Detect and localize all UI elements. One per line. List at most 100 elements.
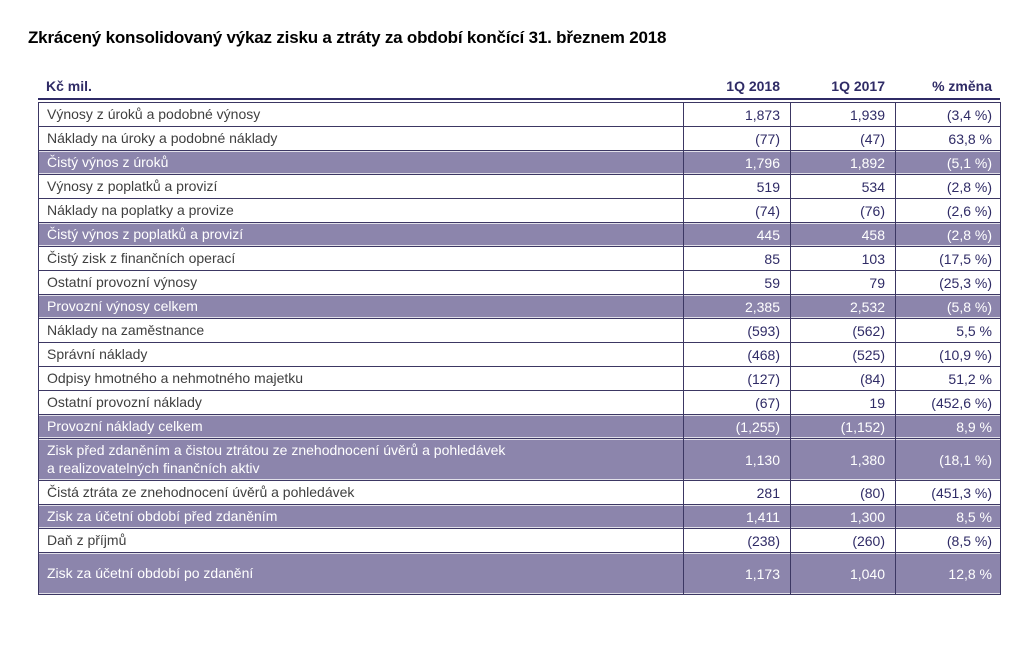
value-percent-change: 51,2 % (895, 366, 1001, 391)
value-percent-change: (8,5 %) (895, 528, 1001, 553)
row-label: Čistý zisk z finančních operací (38, 246, 684, 271)
value-1q2018: 1,796 (683, 150, 791, 175)
column-header-1q2017: 1Q 2017 (831, 78, 885, 94)
value-percent-change: 8,9 % (895, 414, 1001, 439)
table-row: Provozní výnosy celkem 2,385 2,532 (5,8 … (38, 294, 1001, 319)
value-1q2017: (260) (790, 528, 896, 553)
row-label: Ostatní provozní výnosy (38, 270, 684, 295)
table-row: Čistá ztráta ze znehodnocení úvěrů a poh… (38, 480, 1001, 505)
value-1q2018: 1,130 (683, 438, 791, 481)
value-1q2018: 2,385 (683, 294, 791, 319)
table-header-row: Kč mil. 1Q 2018 1Q 2017 % změna (38, 78, 1000, 100)
value-percent-change: (5,8 %) (895, 294, 1001, 319)
value-1q2017: (1,152) (790, 414, 896, 439)
value-1q2017: 534 (790, 174, 896, 199)
value-1q2018: (74) (683, 198, 791, 223)
value-1q2018: (127) (683, 366, 791, 391)
table-row: Zisk před zdaněním a čistou ztrátou ze z… (38, 438, 1001, 481)
value-percent-change: (451,3 %) (895, 480, 1001, 505)
row-label: Náklady na zaměstnance (38, 318, 684, 343)
row-label: Správní náklady (38, 342, 684, 367)
value-1q2018: (1,255) (683, 414, 791, 439)
table-row: Výnosy z poplatků a provizí 519 534 (2,8… (38, 174, 1001, 199)
row-label: Výnosy z úroků a podobné výnosy (38, 102, 684, 127)
row-label: Výnosy z poplatků a provizí (38, 174, 684, 199)
value-1q2018: 1,873 (683, 102, 791, 127)
row-label: Náklady na úroky a podobné náklady (38, 126, 684, 151)
table-row: Náklady na poplatky a provize (74) (76) … (38, 198, 1001, 223)
value-1q2018: 281 (683, 480, 791, 505)
row-label: Zisk za účetní období po zdanění (38, 552, 684, 595)
value-1q2017: 458 (790, 222, 896, 247)
value-1q2017: 79 (790, 270, 896, 295)
table-row: Daň z příjmů (238) (260) (8,5 %) (38, 528, 1001, 553)
value-1q2017: 19 (790, 390, 896, 415)
value-1q2018: (238) (683, 528, 791, 553)
column-header-1q2018: 1Q 2018 (726, 78, 780, 94)
value-percent-change: 5,5 % (895, 318, 1001, 343)
value-1q2017: 1,939 (790, 102, 896, 127)
table-row: Výnosy z úroků a podobné výnosy 1,873 1,… (38, 102, 1001, 127)
value-percent-change: (17,5 %) (895, 246, 1001, 271)
value-percent-change: 8,5 % (895, 504, 1001, 529)
column-header-currency-unit: Kč mil. (46, 78, 92, 94)
value-percent-change: (10,9 %) (895, 342, 1001, 367)
row-label: Zisk před zdaněním a čistou ztrátou ze z… (38, 438, 684, 481)
value-1q2018: 519 (683, 174, 791, 199)
table-row: Čistý výnos z úroků 1,796 1,892 (5,1 %) (38, 150, 1001, 175)
value-1q2018: (77) (683, 126, 791, 151)
value-percent-change: (3,4 %) (895, 102, 1001, 127)
value-1q2017: 2,532 (790, 294, 896, 319)
value-percent-change: (2,6 %) (895, 198, 1001, 223)
table-row: Náklady na úroky a podobné náklady (77) … (38, 126, 1001, 151)
row-label: Odpisy hmotného a nehmotného majetku (38, 366, 684, 391)
value-1q2017: 103 (790, 246, 896, 271)
value-1q2018: 59 (683, 270, 791, 295)
row-label: Zisk za účetní období před zdaněním (38, 504, 684, 529)
value-1q2017: (562) (790, 318, 896, 343)
income-statement-table: Kč mil. 1Q 2018 1Q 2017 % změna Výnosy z… (38, 78, 1001, 595)
value-1q2018: (468) (683, 342, 791, 367)
value-percent-change: (25,3 %) (895, 270, 1001, 295)
value-1q2018: 1,411 (683, 504, 791, 529)
value-1q2017: (84) (790, 366, 896, 391)
row-label: Ostatní provozní náklady (38, 390, 684, 415)
table-row: Zisk za účetní období před zdaněním 1,41… (38, 504, 1001, 529)
value-1q2018: 1,173 (683, 552, 791, 595)
row-label: Čistý výnos z úroků (38, 150, 684, 175)
table-row: Náklady na zaměstnance (593) (562) 5,5 % (38, 318, 1001, 343)
value-percent-change: (5,1 %) (895, 150, 1001, 175)
value-percent-change: (2,8 %) (895, 174, 1001, 199)
table-row: Ostatní provozní náklady (67) 19 (452,6 … (38, 390, 1001, 415)
value-1q2017: (76) (790, 198, 896, 223)
value-1q2017: 1,300 (790, 504, 896, 529)
page-title: Zkrácený konsolidovaný výkaz zisku a ztr… (28, 28, 667, 47)
table-row: Správní náklady (468) (525) (10,9 %) (38, 342, 1001, 367)
value-1q2017: (47) (790, 126, 896, 151)
value-1q2018: 85 (683, 246, 791, 271)
value-percent-change: (2,8 %) (895, 222, 1001, 247)
table-row: Čistý zisk z finančních operací 85 103 (… (38, 246, 1001, 271)
value-percent-change: (452,6 %) (895, 390, 1001, 415)
value-1q2018: (67) (683, 390, 791, 415)
value-percent-change: (18,1 %) (895, 438, 1001, 481)
column-header-percent-change: % změna (932, 78, 992, 94)
table-row: Zisk za účetní období po zdanění 1,173 1… (38, 552, 1001, 595)
row-label: Daň z příjmů (38, 528, 684, 553)
row-label: Provozní náklady celkem (38, 414, 684, 439)
value-1q2017: (80) (790, 480, 896, 505)
table-row: Odpisy hmotného a nehmotného majetku (12… (38, 366, 1001, 391)
table-row: Ostatní provozní výnosy 59 79 (25,3 %) (38, 270, 1001, 295)
table-row: Provozní náklady celkem (1,255) (1,152) … (38, 414, 1001, 439)
row-label: Náklady na poplatky a provize (38, 198, 684, 223)
value-1q2017: 1,892 (790, 150, 896, 175)
value-1q2018: 445 (683, 222, 791, 247)
row-label: Čistý výnos z poplatků a provizí (38, 222, 684, 247)
value-percent-change: 12,8 % (895, 552, 1001, 595)
table-body: Výnosy z úroků a podobné výnosy 1,873 1,… (38, 102, 1001, 595)
value-1q2017: 1,040 (790, 552, 896, 595)
row-label: Čistá ztráta ze znehodnocení úvěrů a poh… (38, 480, 684, 505)
value-1q2018: (593) (683, 318, 791, 343)
table-row: Čistý výnos z poplatků a provizí 445 458… (38, 222, 1001, 247)
